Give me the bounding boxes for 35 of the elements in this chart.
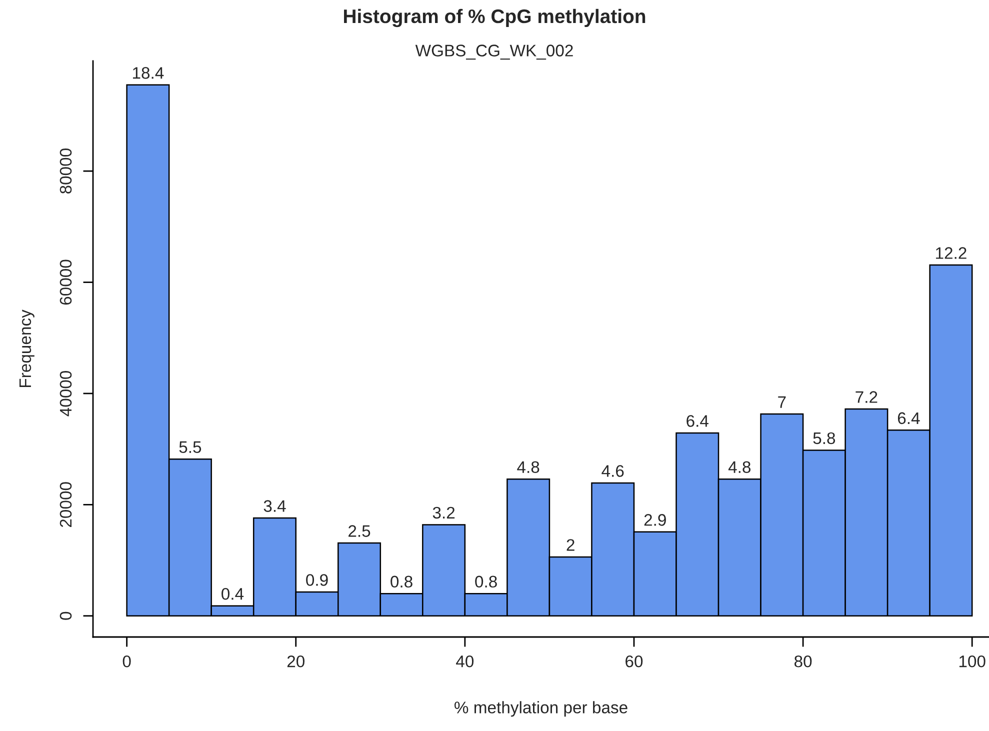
annotation: 0.8 — [390, 576, 412, 588]
x-tick-label: 80 — [794, 655, 812, 668]
annotation: 5.8 — [813, 432, 836, 444]
y-tick-label: 20000 — [60, 482, 72, 528]
annotation: 0.8 — [475, 576, 497, 588]
annotation: 7 — [778, 396, 786, 408]
annotation: 0.9 — [306, 574, 328, 586]
annotation: 7.2 — [856, 391, 878, 403]
x-tick-label: 0 — [122, 655, 131, 668]
annotation: 2.9 — [644, 514, 666, 526]
annotation: 2 — [566, 539, 574, 551]
x-axis-title: % methylation per base — [454, 701, 628, 717]
annotation: 6.4 — [686, 415, 708, 427]
annotation: 0.4 — [222, 588, 244, 600]
y-tick-label: 0 — [60, 612, 72, 620]
annotation: 4.8 — [728, 461, 750, 474]
x-tick-label: 40 — [456, 655, 474, 668]
y-tick-label: 60000 — [60, 260, 72, 305]
annotation: 3.2 — [432, 506, 455, 519]
x-tick-label: 20 — [287, 655, 304, 668]
x-tick-label: 60 — [626, 655, 643, 668]
annotation: 2.5 — [348, 525, 370, 537]
y-tick-label: 40000 — [60, 370, 72, 416]
annotation: 5.5 — [179, 441, 202, 454]
y-axis-title: Frequency — [19, 310, 34, 387]
annotation: 6.4 — [898, 412, 920, 424]
annotation: 12.2 — [936, 247, 966, 259]
y-tick-label: 80000 — [60, 148, 72, 194]
chart-subtitle: WGBS_CG_WK_002 — [415, 44, 573, 60]
annotation: 18.4 — [132, 67, 164, 79]
annotation: 4.8 — [517, 461, 540, 474]
x-tick-label: 100 — [959, 655, 986, 668]
annotation: 3.4 — [264, 500, 286, 512]
chart-title: Histogram of % CpG methylation — [344, 8, 646, 28]
annotation: 4.6 — [602, 465, 624, 477]
